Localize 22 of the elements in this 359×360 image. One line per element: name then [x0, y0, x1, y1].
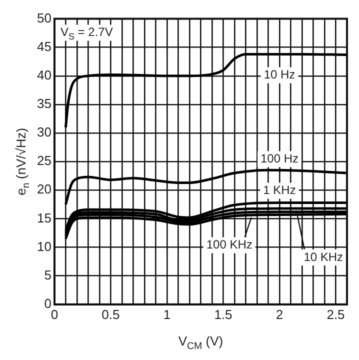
annotation: 10 KHz	[304, 250, 344, 264]
annotation: 1 KHz	[263, 183, 296, 198]
annotation: 100 Hz	[260, 151, 299, 166]
y-tick-label: 40	[36, 68, 52, 82]
y-tick-label: 15	[36, 210, 52, 226]
x-tick-label: 1.5	[214, 306, 232, 322]
x-tick-label: 1	[163, 306, 171, 322]
annotation: 10 Hz	[264, 68, 296, 82]
y-tick-label: 45	[36, 38, 52, 54]
y-axis-title: en (nV/√Hz)	[14, 128, 32, 196]
y-tick-label: 10	[36, 238, 52, 254]
annotation: 100 KHz	[206, 238, 252, 252]
y-tick-label: 5	[44, 267, 52, 282]
y-tick-label: 50	[36, 10, 52, 26]
y-tick-label: 0	[44, 296, 52, 311]
x-tick-label: 2.5	[326, 306, 345, 322]
y-tick-label: 25	[36, 153, 52, 168]
x-tick-label: 0.5	[102, 306, 120, 322]
y-tick-label: 30	[36, 124, 52, 140]
x-tick-label: 2	[276, 306, 284, 322]
y-tick-label: 20	[36, 182, 52, 197]
y-tick-label: 35	[36, 96, 52, 112]
